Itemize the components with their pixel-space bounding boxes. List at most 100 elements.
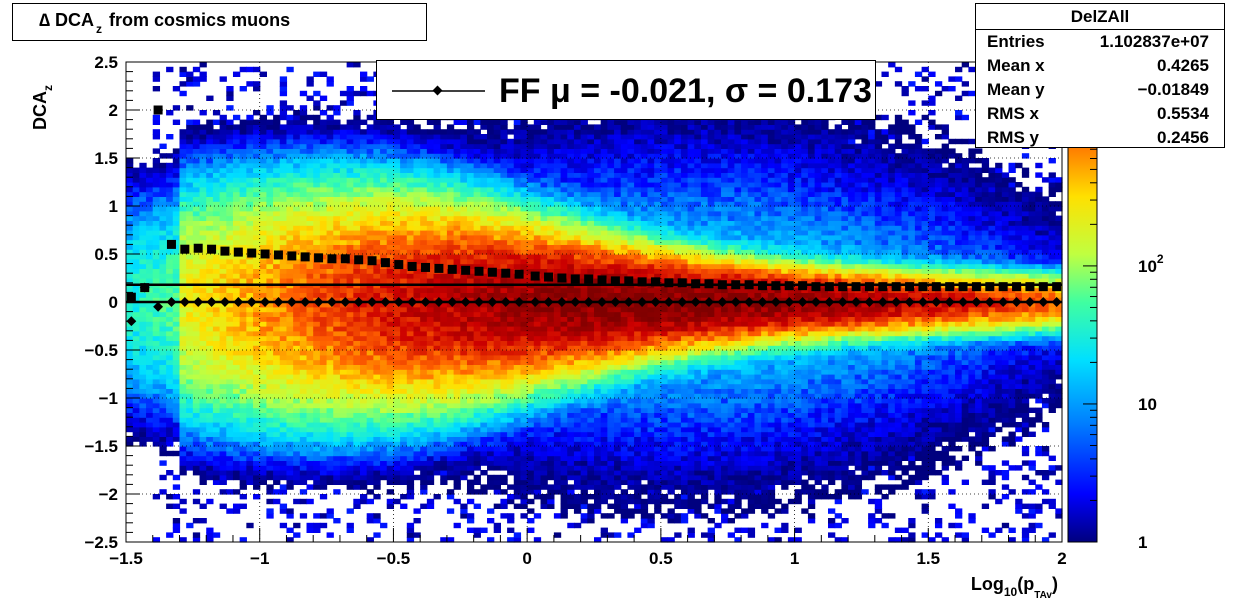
heatmap-cell bbox=[460, 182, 468, 188]
heatmap-cell bbox=[420, 311, 428, 317]
heatmap-cell bbox=[473, 503, 481, 509]
heatmap-cell bbox=[326, 326, 334, 332]
heatmap-cell bbox=[420, 278, 428, 284]
heatmap-cell bbox=[420, 167, 428, 173]
heatmap-cell bbox=[373, 186, 381, 193]
heatmap-cell bbox=[333, 378, 341, 385]
heatmap-cell bbox=[420, 388, 428, 394]
heatmap-cell bbox=[279, 422, 288, 428]
heatmap-cell bbox=[393, 465, 401, 471]
heatmap-cell bbox=[353, 498, 361, 505]
heatmap-cell bbox=[286, 513, 294, 519]
heatmap-cell bbox=[527, 402, 535, 409]
heatmap-cell bbox=[179, 354, 187, 361]
heatmap-cell bbox=[533, 393, 542, 399]
heatmap-cell bbox=[152, 345, 161, 351]
heatmap-cell bbox=[339, 234, 348, 241]
heatmap-cell bbox=[493, 153, 501, 159]
heatmap-cell bbox=[273, 258, 281, 265]
heatmap-cell bbox=[206, 206, 214, 212]
heatmap-cell bbox=[540, 417, 548, 423]
heatmap-cell bbox=[226, 162, 234, 169]
heatmap-cell bbox=[386, 407, 395, 413]
heatmap-cell bbox=[446, 378, 455, 385]
heatmap-cell bbox=[360, 398, 368, 404]
heatmap-cell bbox=[513, 191, 522, 197]
heatmap-cell bbox=[166, 292, 174, 298]
heatmap-cell bbox=[400, 369, 408, 375]
heatmap-cell bbox=[487, 177, 495, 183]
heatmap-cell bbox=[339, 441, 348, 447]
heatmap-cell bbox=[232, 455, 241, 461]
heatmap-cell bbox=[199, 234, 207, 241]
heatmap-cell bbox=[420, 196, 428, 202]
heatmap-cell bbox=[139, 196, 147, 202]
heatmap-cell bbox=[433, 378, 441, 385]
heatmap-cell bbox=[299, 138, 308, 145]
heatmap-cell bbox=[346, 95, 354, 101]
heatmap-cell bbox=[159, 153, 167, 159]
heatmap-cell bbox=[179, 268, 187, 274]
heatmap-cell bbox=[186, 426, 194, 433]
heatmap-cell bbox=[306, 278, 314, 284]
heatmap-cell bbox=[346, 258, 354, 265]
heatmap-cell bbox=[480, 422, 488, 428]
heatmap-cell bbox=[339, 417, 348, 423]
heatmap-cell bbox=[253, 167, 261, 173]
heatmap-cell bbox=[273, 148, 281, 154]
heatmap-cell bbox=[259, 465, 267, 471]
heatmap-cell bbox=[466, 124, 475, 130]
heatmap-cell bbox=[460, 383, 468, 389]
heatmap-cell bbox=[219, 470, 227, 476]
heatmap-cell bbox=[446, 489, 455, 495]
heatmap-cell bbox=[440, 167, 448, 173]
heatmap-cell bbox=[313, 143, 321, 149]
heatmap-cell bbox=[400, 254, 408, 260]
heatmap-cell bbox=[480, 335, 488, 341]
heatmap-cell bbox=[139, 167, 147, 173]
heatmap-cell bbox=[460, 254, 468, 260]
heatmap-cell bbox=[339, 402, 348, 409]
heatmap-cell bbox=[206, 230, 214, 236]
heatmap-cell bbox=[179, 287, 187, 293]
heatmap-cell bbox=[400, 215, 408, 221]
heatmap-cell bbox=[199, 422, 207, 428]
heatmap-cell bbox=[159, 172, 167, 178]
heatmap-cell bbox=[393, 249, 401, 255]
heatmap-cell bbox=[473, 306, 481, 313]
heatmap-cell bbox=[380, 182, 388, 188]
heatmap-cell bbox=[186, 431, 194, 437]
heatmap-cell bbox=[146, 263, 154, 269]
heatmap-cell bbox=[186, 249, 194, 255]
heatmap-cell bbox=[146, 335, 154, 341]
heatmap-cell bbox=[527, 383, 535, 389]
heatmap-cell bbox=[353, 153, 361, 159]
heatmap-cell bbox=[533, 210, 542, 217]
heatmap-cell bbox=[493, 417, 501, 423]
heatmap-cell bbox=[299, 417, 308, 423]
heatmap-cell bbox=[420, 441, 428, 447]
heatmap-cell bbox=[513, 239, 522, 245]
heatmap-cell bbox=[319, 441, 328, 447]
heatmap-cell bbox=[253, 143, 261, 149]
heatmap-cell bbox=[353, 460, 361, 466]
heatmap-cell bbox=[346, 206, 354, 212]
heatmap-cell bbox=[373, 182, 381, 188]
heatmap-cell bbox=[500, 201, 508, 207]
heatmap-cell bbox=[413, 474, 421, 481]
heatmap-cell bbox=[293, 230, 301, 236]
heatmap-cell bbox=[493, 191, 501, 197]
heatmap-cell bbox=[286, 455, 294, 461]
heatmap-cell bbox=[319, 354, 328, 361]
heatmap-cell bbox=[440, 441, 448, 447]
heatmap-cell bbox=[226, 455, 234, 461]
heatmap-cell bbox=[360, 359, 368, 365]
heatmap-cell bbox=[413, 311, 421, 317]
heatmap-cell bbox=[466, 191, 475, 197]
heatmap-cell bbox=[366, 455, 374, 461]
heatmap-cell bbox=[386, 412, 395, 418]
heatmap-cell bbox=[253, 364, 261, 370]
heatmap-cell bbox=[253, 402, 261, 409]
heatmap-cell bbox=[132, 177, 140, 183]
heatmap-cell bbox=[226, 225, 234, 231]
